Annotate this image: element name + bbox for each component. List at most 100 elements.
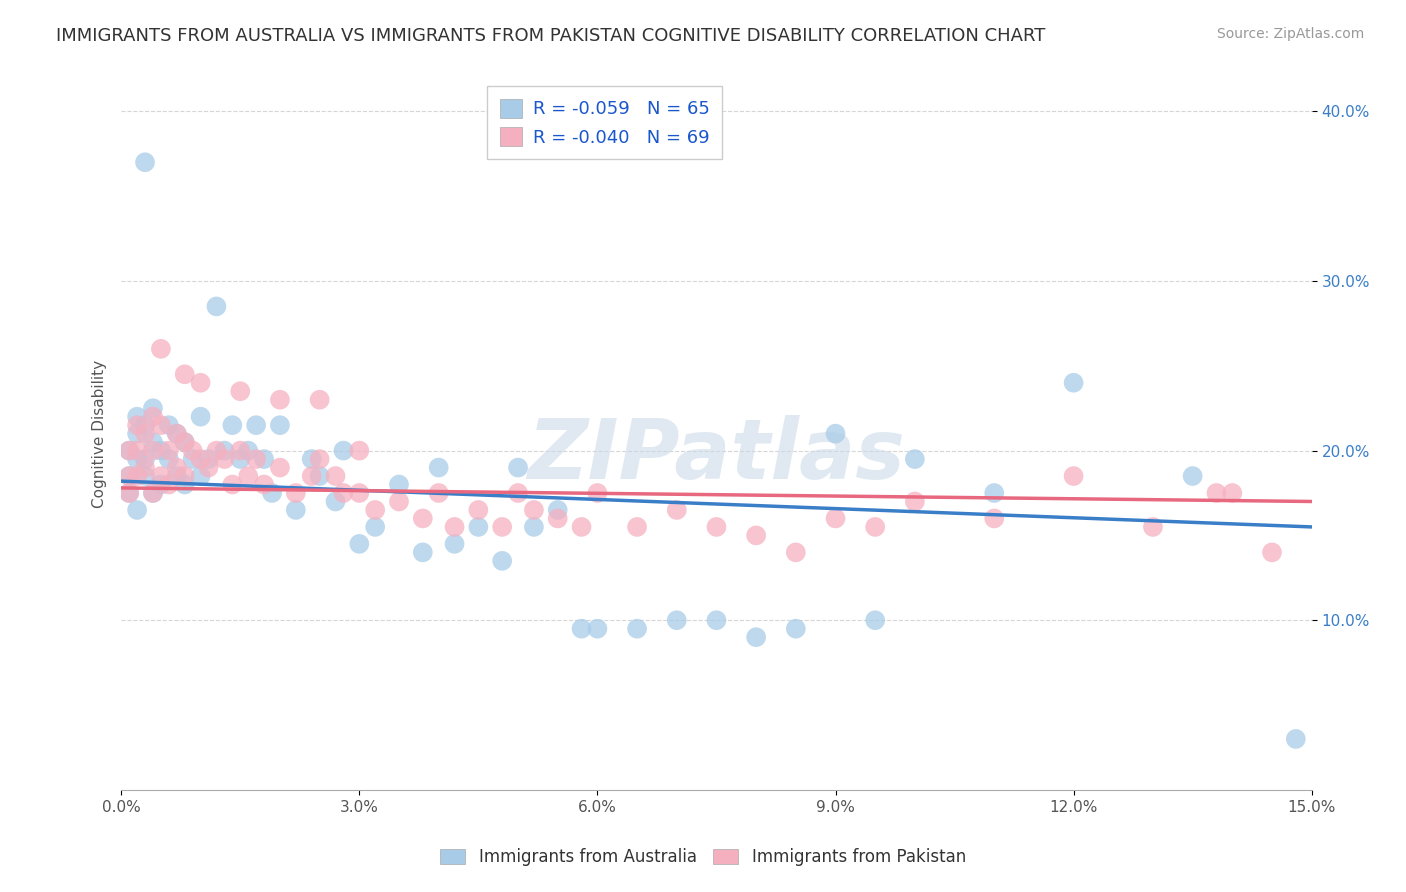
Point xyxy=(197,452,219,467)
Point xyxy=(364,503,387,517)
Point xyxy=(665,613,688,627)
Point xyxy=(491,520,513,534)
Point xyxy=(349,486,371,500)
Point xyxy=(523,503,546,517)
Point xyxy=(443,537,465,551)
Point xyxy=(586,486,609,500)
Point xyxy=(181,443,204,458)
Point xyxy=(467,503,489,517)
Legend: R = -0.059   N = 65, R = -0.040   N = 69: R = -0.059 N = 65, R = -0.040 N = 69 xyxy=(488,87,723,160)
Point xyxy=(427,486,450,500)
Point xyxy=(229,384,252,399)
Point xyxy=(134,426,156,441)
Y-axis label: Cognitive Disability: Cognitive Disability xyxy=(93,359,107,508)
Point xyxy=(983,486,1005,500)
Point xyxy=(173,477,195,491)
Point xyxy=(547,511,569,525)
Point xyxy=(181,452,204,467)
Point xyxy=(308,469,330,483)
Point xyxy=(149,469,172,483)
Point xyxy=(269,418,291,433)
Point xyxy=(364,520,387,534)
Point xyxy=(332,486,354,500)
Point xyxy=(142,443,165,458)
Point xyxy=(412,511,434,525)
Point xyxy=(388,477,411,491)
Point xyxy=(157,452,180,467)
Text: IMMIGRANTS FROM AUSTRALIA VS IMMIGRANTS FROM PAKISTAN COGNITIVE DISABILITY CORRE: IMMIGRANTS FROM AUSTRALIA VS IMMIGRANTS … xyxy=(56,27,1046,45)
Point xyxy=(824,426,846,441)
Point xyxy=(221,418,243,433)
Point xyxy=(863,613,886,627)
Point xyxy=(205,300,228,314)
Point xyxy=(118,469,141,483)
Point xyxy=(221,477,243,491)
Point xyxy=(149,443,172,458)
Point xyxy=(142,409,165,424)
Point xyxy=(983,511,1005,525)
Point xyxy=(301,452,323,467)
Point xyxy=(1285,731,1308,746)
Point xyxy=(118,443,141,458)
Point xyxy=(863,520,886,534)
Point xyxy=(904,494,927,508)
Point xyxy=(1205,486,1227,500)
Point xyxy=(142,486,165,500)
Text: ZIPatlas: ZIPatlas xyxy=(527,415,905,496)
Point xyxy=(166,426,188,441)
Point xyxy=(824,511,846,525)
Point xyxy=(349,537,371,551)
Point xyxy=(142,401,165,416)
Point xyxy=(1181,469,1204,483)
Point xyxy=(284,486,307,500)
Point xyxy=(253,477,276,491)
Point xyxy=(197,460,219,475)
Point xyxy=(166,460,188,475)
Point xyxy=(166,469,188,483)
Point xyxy=(173,435,195,450)
Point xyxy=(190,452,212,467)
Point xyxy=(412,545,434,559)
Point xyxy=(127,443,149,458)
Point xyxy=(904,452,927,467)
Point xyxy=(127,409,149,424)
Point xyxy=(443,520,465,534)
Point xyxy=(157,477,180,491)
Point xyxy=(785,622,807,636)
Point xyxy=(149,477,172,491)
Point xyxy=(785,545,807,559)
Point xyxy=(166,426,188,441)
Point xyxy=(173,469,195,483)
Point xyxy=(506,460,529,475)
Point xyxy=(229,443,252,458)
Point xyxy=(665,503,688,517)
Point xyxy=(238,469,260,483)
Point xyxy=(245,452,267,467)
Point xyxy=(586,622,609,636)
Point xyxy=(325,469,347,483)
Point xyxy=(118,443,141,458)
Point xyxy=(205,443,228,458)
Point xyxy=(427,460,450,475)
Point xyxy=(238,443,260,458)
Point xyxy=(325,494,347,508)
Point xyxy=(134,460,156,475)
Point xyxy=(134,452,156,467)
Point xyxy=(745,528,768,542)
Point xyxy=(173,435,195,450)
Point xyxy=(190,469,212,483)
Point xyxy=(332,443,354,458)
Point xyxy=(134,155,156,169)
Point xyxy=(149,342,172,356)
Point xyxy=(284,503,307,517)
Point xyxy=(118,469,141,483)
Point xyxy=(491,554,513,568)
Point xyxy=(253,452,276,467)
Point xyxy=(349,443,371,458)
Point xyxy=(388,494,411,508)
Point xyxy=(127,418,149,433)
Point xyxy=(118,486,141,500)
Point xyxy=(706,520,728,534)
Point xyxy=(229,452,252,467)
Point xyxy=(157,443,180,458)
